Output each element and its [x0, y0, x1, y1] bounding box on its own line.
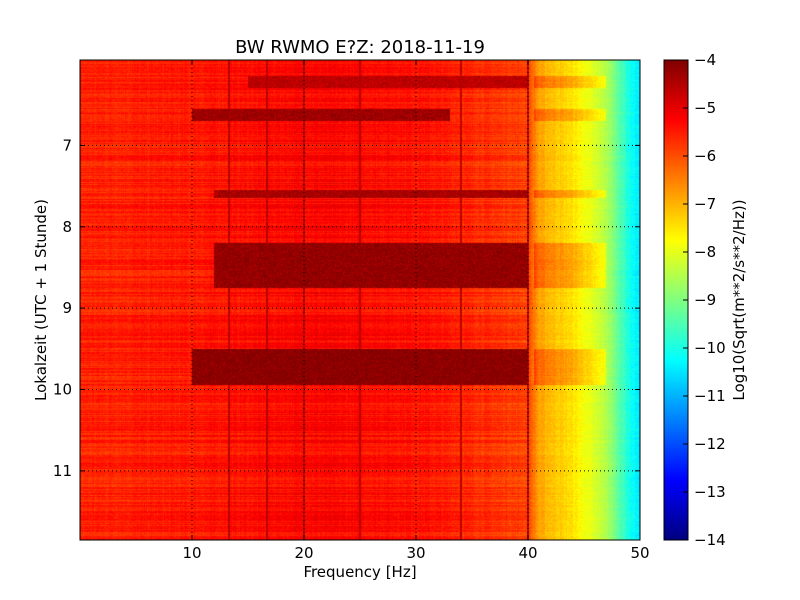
colorbar-tick-label: −6 [694, 147, 716, 165]
colorbar-tick-label: −7 [694, 195, 716, 213]
chart-title: BW RWMO E?Z: 2018-11-19 [235, 37, 485, 58]
y-axis: 7 8 9 10 11 [53, 136, 640, 480]
y-tick-label: 10 [53, 380, 72, 398]
x-axis-label: Frequency [Hz] [303, 563, 416, 581]
colorbar-tick-label: −8 [694, 243, 716, 261]
y-tick-label: 8 [62, 218, 72, 236]
y-tick-label: 11 [53, 462, 72, 480]
x-tick-label: 20 [294, 544, 313, 562]
plot-frame [79, 59, 641, 541]
x-axis: 10 20 30 40 50 [182, 60, 650, 562]
x-tick-label: 30 [406, 544, 425, 562]
colorbar-tick-label: −11 [694, 387, 726, 405]
colorbar-tick-label: −5 [694, 99, 716, 117]
colorbar-tick-label: −10 [694, 339, 726, 357]
x-tick-label: 50 [630, 544, 649, 562]
colorbar-tick-label: −4 [694, 51, 716, 69]
colorbar-tick-label: −13 [694, 483, 726, 501]
y-tick-label: 7 [62, 136, 72, 154]
y-tick-label: 9 [62, 299, 72, 317]
grid-lines [80, 60, 640, 540]
colorbar-tick-label: −9 [694, 291, 716, 309]
y-axis-label: Lokalzeit (UTC + 1 Stunde) [32, 199, 50, 401]
spectrogram-image-container [80, 60, 640, 540]
spectrogram-image [80, 60, 640, 540]
colorbar-ticks: −4 −5 −6 −7 −8 −9 −10 −11 −12 −13 −14 [683, 51, 726, 549]
colorbar-tick-label: −14 [694, 531, 726, 549]
colorbar-tick-label: −12 [694, 435, 726, 453]
x-tick-label: 10 [182, 544, 201, 562]
colorbar-label: Log10(Sqrt(m**2/s**2/Hz)) [730, 199, 748, 400]
x-tick-label: 40 [518, 544, 537, 562]
